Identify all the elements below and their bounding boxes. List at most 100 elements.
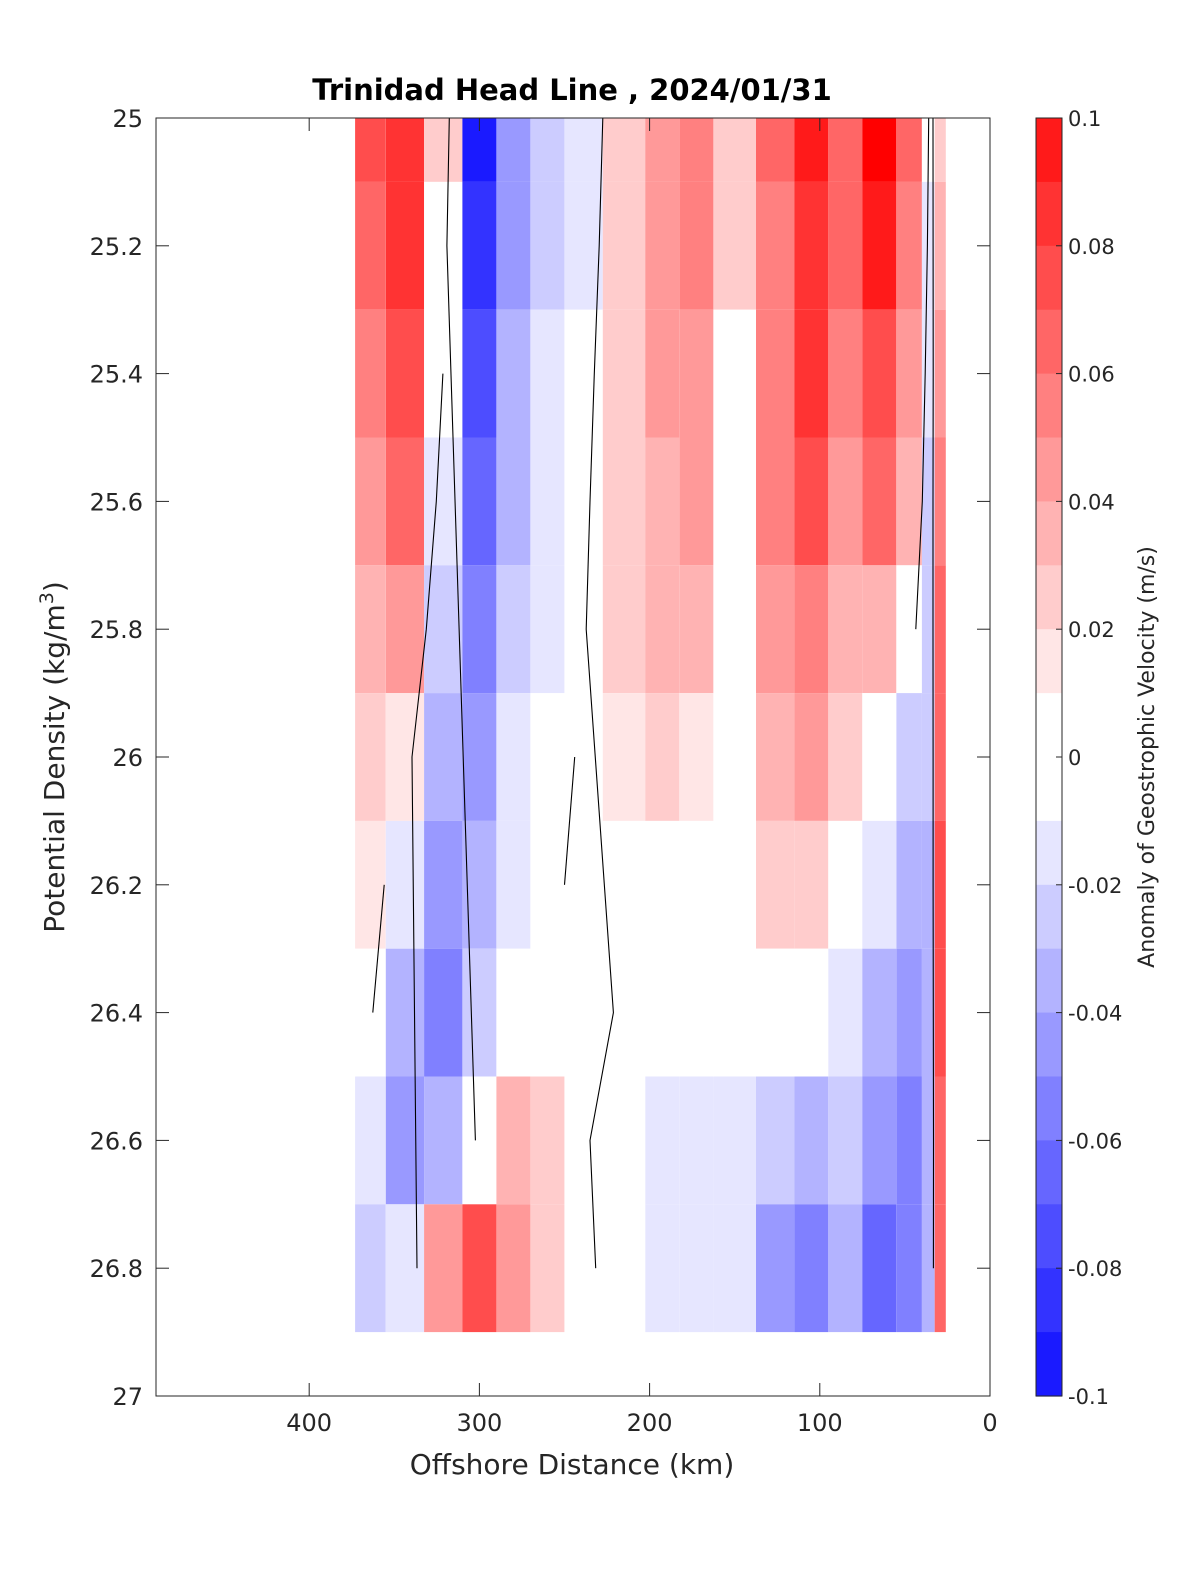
field-cell	[645, 309, 680, 438]
field-cell	[713, 309, 756, 438]
field-cell	[756, 693, 795, 821]
field-cell	[862, 181, 897, 310]
field-cell	[756, 1076, 795, 1205]
y-tick-label: 25.4	[90, 361, 143, 389]
field-cell	[496, 565, 531, 694]
field-cell	[921, 181, 935, 310]
field-cell	[424, 693, 463, 821]
colorbar-tick-label: -0.02	[1068, 874, 1122, 898]
field-cell	[602, 1076, 646, 1205]
field-cell	[385, 309, 425, 438]
field-cell	[530, 1076, 565, 1205]
field-cell	[462, 309, 497, 438]
colorbar-band	[1036, 1268, 1062, 1333]
field-cell	[462, 948, 497, 1077]
field-cell	[496, 1204, 531, 1333]
field-cell	[424, 565, 463, 694]
zero-contour	[932, 117, 935, 1269]
field-cell	[679, 118, 714, 182]
field-cell	[896, 309, 922, 438]
colorbar-band	[1036, 309, 1062, 375]
y-tick-label: 26.8	[90, 1255, 143, 1283]
field-cell	[934, 948, 946, 1077]
field-cell	[679, 1076, 714, 1205]
field-cell	[862, 693, 897, 821]
field-cell	[462, 693, 497, 821]
field-cell	[679, 948, 714, 1077]
colorbar-band	[1036, 373, 1062, 439]
field-cell	[355, 693, 386, 821]
field-cell	[794, 309, 829, 438]
field-cell	[496, 948, 531, 1077]
field-cell	[645, 565, 680, 694]
colorbar-band	[1036, 693, 1062, 758]
field-cell	[530, 309, 565, 438]
field-cell	[385, 181, 425, 310]
field-cell	[424, 1076, 463, 1205]
field-cell	[862, 1204, 897, 1333]
field-cell	[424, 820, 463, 949]
field-cell	[794, 948, 829, 1077]
field-cell	[355, 181, 386, 310]
field-cell	[679, 437, 714, 566]
x-tick-label: 300	[456, 1409, 502, 1437]
field-cell	[645, 437, 680, 566]
field-cell	[564, 1204, 603, 1333]
field-cell	[645, 1204, 680, 1333]
colorbar-band	[1036, 1012, 1062, 1078]
colorbar-tick-label: 0	[1068, 746, 1081, 770]
field-cell	[602, 181, 646, 310]
colorbar: 0.1 0.08 0.06 0.04 0.02 0 -0.02 -0.04 -0.06 -0.08…	[1035, 107, 1122, 1409]
colorbar-band	[1036, 118, 1062, 183]
field-cell	[355, 437, 386, 566]
field-cell	[921, 1204, 935, 1333]
colorbar-tick-label: -0.08	[1068, 1257, 1122, 1281]
colorbar-tick-label: 0.04	[1068, 490, 1115, 514]
field-cell	[934, 437, 946, 566]
y-tick-label: 25.8	[90, 616, 143, 644]
field-cell	[828, 437, 863, 566]
y-axis-label-main: Potential Density	[38, 695, 71, 933]
colorbar-band	[1036, 1140, 1062, 1205]
field-cell	[679, 693, 714, 821]
zero-contour-lines	[372, 117, 935, 1269]
field-cell	[645, 693, 680, 821]
field-cell	[645, 948, 680, 1077]
field-cell	[385, 1076, 425, 1205]
field-cell	[496, 181, 531, 310]
field-cell	[385, 565, 425, 694]
colorbar-band	[1036, 437, 1062, 502]
field-cell	[424, 118, 463, 182]
field-cell	[862, 1076, 897, 1205]
field-cell	[756, 565, 795, 694]
field-cell	[896, 948, 922, 1077]
field-cell	[794, 1076, 829, 1205]
field-cell	[713, 948, 756, 1077]
field-cell	[794, 693, 829, 821]
field-cell	[713, 820, 756, 949]
field-cell	[496, 820, 531, 949]
field-cell	[602, 820, 646, 949]
field-cell	[921, 948, 935, 1077]
field-cell	[713, 437, 756, 566]
field-cell	[934, 565, 946, 694]
field-cell	[530, 820, 565, 949]
field-cell	[828, 1204, 863, 1333]
field-cell	[828, 1076, 863, 1205]
field-cell	[896, 118, 922, 182]
field-cell	[756, 820, 795, 949]
colorbar-band	[1036, 181, 1062, 247]
field-cell	[756, 948, 795, 1077]
zero-contour	[915, 117, 930, 630]
field-cell	[355, 309, 386, 438]
field-cell	[794, 820, 829, 949]
field-cell	[564, 565, 603, 694]
field-cell	[934, 820, 946, 949]
zero-contour	[446, 117, 476, 1141]
x-tick-label: 400	[286, 1409, 332, 1437]
field-cell	[385, 437, 425, 566]
chart-title: Trinidad Head Line , 2024/01/31	[312, 73, 832, 107]
field-cell	[355, 948, 386, 1077]
field-cell	[424, 181, 463, 310]
